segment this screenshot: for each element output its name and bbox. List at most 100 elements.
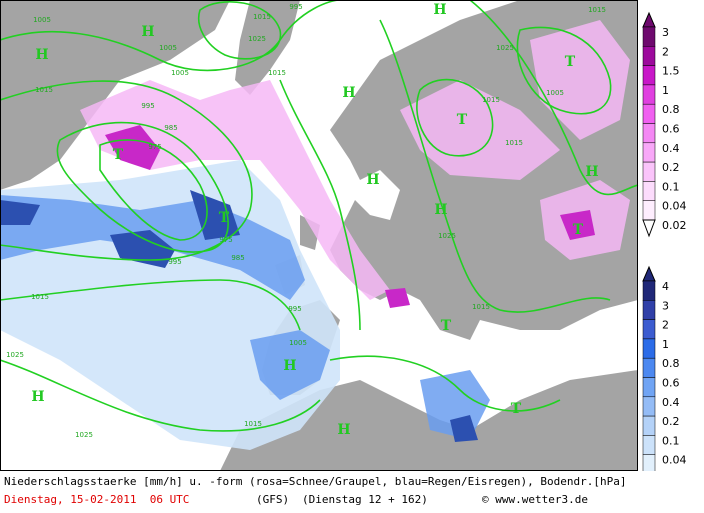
isobar-label: 995 (141, 102, 154, 110)
map-border (0, 0, 638, 471)
isobar (416, 78, 494, 157)
legend-swatch (642, 396, 656, 417)
isobar (99, 139, 208, 241)
isobar-label: 1005 (159, 44, 177, 52)
pressure-center: T (441, 318, 452, 334)
legend-label: 3 (662, 26, 669, 39)
isobar-label: 1015 (472, 303, 490, 311)
pressure-center: T (219, 210, 230, 226)
footer-bg (0, 471, 704, 513)
legend-label: 0.8 (662, 357, 680, 370)
footer-date: Dienstag, 15-02-2011 06 UTC (4, 493, 189, 506)
legend-label: 0.1 (662, 180, 680, 193)
snow-area (80, 20, 630, 300)
isobar-label: 995 (168, 258, 181, 266)
greenland (0, 0, 230, 190)
pressure-center: H (342, 85, 355, 101)
footer-description: Niederschlagsstaerke [mm/h] u. -form (ro… (4, 475, 627, 488)
legend-label: 0.8 (662, 103, 680, 116)
legend-label: 0.4 (662, 142, 680, 155)
isobar (469, 0, 639, 196)
isobar-label: 1025 (248, 35, 266, 43)
legend-swatch (642, 200, 656, 221)
isobar (379, 19, 611, 313)
legend-swatch (642, 123, 656, 144)
legend-label: 0.02 (662, 219, 687, 232)
pressure-center: H (585, 164, 598, 180)
isobar-label: 985 (164, 124, 177, 132)
isobar-label: 1015 (253, 13, 271, 21)
isobar-label: 1025 (75, 431, 93, 439)
isobar-label: 995 (289, 3, 302, 11)
legend-label: 0.6 (662, 377, 680, 390)
rain-moderate (0, 195, 490, 440)
legend-label: 0.6 (662, 123, 680, 136)
isobar-label: 1015 (31, 293, 49, 301)
legend-label: 3 (662, 299, 669, 312)
legend-swatch (642, 300, 656, 320)
legend-swatch (642, 142, 656, 163)
isobar (56, 121, 229, 253)
legend-swatch (642, 377, 656, 398)
isobar-label: 975 (148, 143, 161, 151)
footer-copyright: © www.wetter3.de (482, 493, 588, 506)
legend-label: 0.04 (662, 454, 687, 467)
isobar (0, 80, 253, 261)
legend-swatch (642, 415, 656, 436)
legend-arrow (642, 11, 656, 28)
isobar-label: 1005 (33, 16, 51, 24)
isobar-label: 985 (231, 254, 244, 262)
isobar (516, 26, 612, 115)
isobar-label: 1015 (268, 69, 286, 77)
rain-heavy (0, 190, 478, 442)
map: H H H T T T H H H T H T T T H H H 1005 1015 995 1005 1025 1015… (0, 0, 639, 471)
pressure-center: T (511, 401, 522, 417)
legend-label: 0.04 (662, 200, 687, 213)
pressure-center: T (457, 112, 468, 128)
isobar-label: 1025 (6, 351, 24, 359)
legend-label: 0.4 (662, 396, 680, 409)
legend-swatch (642, 84, 656, 105)
legend-swatch (642, 103, 656, 124)
pressure-center: H (366, 172, 379, 188)
legend-swatch (642, 280, 656, 301)
isobar-label: 1005 (289, 339, 307, 347)
isobar-label: 1005 (546, 89, 564, 97)
legend-swatch (642, 26, 656, 47)
legend-swatch (642, 65, 656, 86)
legend-label: 4 (662, 280, 669, 293)
map-labels: H H H T T T H H H T H T T T H H H 1005 1015 995 1005 1025 1015… (6, 2, 606, 439)
legend-swatch (642, 181, 656, 201)
legend-swatch (642, 435, 656, 455)
legend-swatch (642, 46, 656, 66)
legend: 3 2 1.5 1 0.8 0.6 0.4 0.2 0.1 0.04 0.02 4 3 2 1 0.8 0.6 0… (642, 11, 687, 492)
isobar (0, 0, 341, 72)
legend-label: 1 (662, 84, 669, 97)
legend-label: 1.5 (662, 65, 680, 78)
isobar (279, 79, 361, 331)
isobars (0, 0, 639, 432)
legend-swatch (642, 357, 656, 378)
pressure-center: H (337, 422, 350, 438)
isobar-label: 1025 (438, 232, 456, 240)
snow-heavy (105, 125, 595, 308)
legend-label: 2 (662, 319, 669, 332)
legend-label: 0.2 (662, 161, 680, 174)
footer-run: (Dienstag 12 + 162) (302, 493, 428, 506)
isobar (0, 279, 301, 331)
iceland-region (235, 0, 300, 95)
pressure-center: H (283, 358, 296, 374)
legend-arrow (642, 265, 656, 282)
legend-swatch (642, 161, 656, 182)
legend-swatch (642, 338, 656, 359)
isobar-label: 975 (219, 236, 232, 244)
isobar-label: 1005 (171, 69, 189, 77)
legend-arrow (642, 219, 656, 238)
pressure-center: T (573, 222, 584, 238)
isobar-label: 1015 (505, 139, 523, 147)
legend-label: 0.2 (662, 415, 680, 428)
legend-label: 2 (662, 45, 669, 58)
legend-swatch (642, 319, 656, 340)
footer-model: (GFS) (256, 493, 289, 506)
